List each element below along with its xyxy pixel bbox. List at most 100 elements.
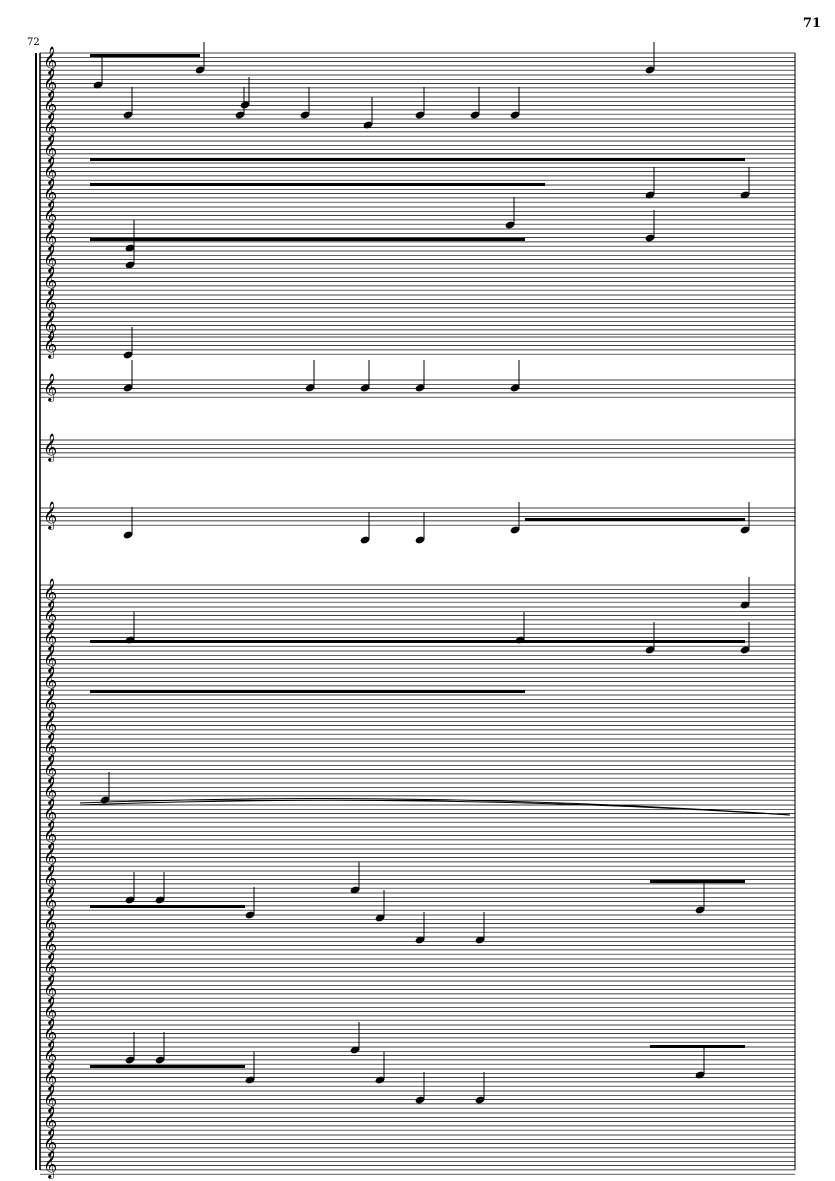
treble-clef-icon: 𝄞 [43, 288, 57, 317]
treble-clef-icon: 𝄞 [43, 666, 57, 695]
notehead [645, 66, 655, 74]
notehead [240, 101, 250, 109]
treble-clef-icon: 𝄞 [43, 688, 57, 717]
notehead [125, 636, 135, 644]
notehead [510, 384, 520, 392]
notehead [245, 911, 255, 919]
treble-clef-icon: 𝄞 [43, 886, 57, 915]
treble-clef-icon: 𝄞 [43, 996, 57, 1025]
notehead [305, 384, 315, 392]
treble-clef-icon: 𝄞 [43, 46, 57, 75]
treble-clef-icon: 𝄞 [43, 1062, 57, 1091]
notehead [740, 526, 750, 534]
treble-clef-icon: 𝄞 [43, 373, 57, 402]
note-beam [90, 1065, 245, 1068]
note-beam [650, 880, 745, 883]
notehead [375, 914, 385, 922]
notehead [300, 111, 310, 119]
treble-clef-icon: 𝄞 [43, 156, 57, 185]
notehead [510, 111, 520, 119]
notehead [360, 536, 370, 544]
notehead [415, 936, 425, 944]
notehead [475, 936, 485, 944]
note-beam [90, 238, 525, 241]
notehead [415, 111, 425, 119]
treble-clef-icon: 𝄞 [43, 68, 57, 97]
measure-number: 72 [27, 37, 40, 48]
notehead [125, 1056, 135, 1064]
treble-clef-icon: 𝄞 [43, 842, 57, 871]
treble-clef-icon: 𝄞 [43, 1128, 57, 1157]
notehead [363, 121, 373, 129]
notehead [155, 1056, 165, 1064]
treble-clef-icon: 𝄞 [43, 578, 57, 607]
treble-clef-icon: 𝄞 [43, 330, 57, 359]
treble-clef-icon: 𝄞 [43, 1150, 57, 1179]
treble-clef-icon: 𝄞 [43, 710, 57, 739]
treble-clef-icon: 𝄞 [43, 200, 57, 229]
note-beam [90, 158, 745, 161]
treble-clef-icon: 𝄞 [43, 798, 57, 827]
notehead [375, 1076, 385, 1084]
notehead [195, 66, 205, 74]
notehead [475, 1096, 485, 1104]
notehead [123, 111, 133, 119]
notehead [645, 191, 655, 199]
notehead [245, 1076, 255, 1084]
treble-clef-icon: 𝄞 [43, 864, 57, 893]
notehead [510, 526, 520, 534]
notehead [695, 1071, 705, 1079]
treble-clef-icon: 𝄞 [43, 776, 57, 805]
notehead [470, 111, 480, 119]
note-beam [90, 640, 745, 643]
treble-clef-icon: 𝄞 [43, 112, 57, 141]
notehead [125, 261, 135, 269]
notehead [123, 531, 133, 539]
treble-clef-icon: 𝄞 [43, 930, 57, 959]
treble-clef-icon: 𝄞 [43, 310, 57, 339]
notehead [155, 896, 165, 904]
treble-clef-icon: 𝄞 [43, 600, 57, 629]
treble-clef-icon: 𝄞 [43, 90, 57, 119]
treble-clef-icon: 𝄞 [43, 134, 57, 163]
notehead [505, 221, 515, 229]
notehead [93, 81, 103, 89]
notehead [645, 646, 655, 654]
treble-clef-icon: 𝄞 [43, 222, 57, 251]
notehead [350, 886, 360, 894]
notehead [235, 111, 245, 119]
note-beam [90, 690, 525, 693]
notehead [415, 536, 425, 544]
tie [79, 798, 791, 816]
notehead [740, 191, 750, 199]
treble-clef-icon: 𝄞 [43, 1084, 57, 1113]
notehead [415, 384, 425, 392]
treble-clef-icon: 𝄞 [43, 433, 57, 462]
treble-clef-icon: 𝄞 [43, 908, 57, 937]
notehead [123, 384, 133, 392]
notehead [515, 636, 525, 644]
notehead [125, 896, 135, 904]
note-beam [90, 905, 245, 908]
notehead [415, 1096, 425, 1104]
note-beam [525, 518, 745, 521]
notehead [360, 384, 370, 392]
notehead [125, 244, 135, 252]
treble-clef-icon: 𝄞 [43, 820, 57, 849]
treble-clef-icon: 𝄞 [43, 754, 57, 783]
page-number: 71 [802, 16, 821, 31]
treble-clef-icon: 𝄞 [43, 501, 57, 530]
notehead [740, 646, 750, 654]
notehead [350, 1046, 360, 1054]
note-beam [90, 183, 545, 186]
notehead [740, 601, 750, 609]
treble-clef-icon: 𝄞 [43, 244, 57, 273]
treble-clef-icon: 𝄞 [43, 1040, 57, 1069]
treble-clef-icon: 𝄞 [43, 1106, 57, 1135]
treble-clef-icon: 𝄞 [43, 732, 57, 761]
note-beam [650, 1045, 745, 1048]
treble-clef-icon: 𝄞 [43, 622, 57, 651]
treble-clef-icon: 𝄞 [43, 178, 57, 207]
notehead [695, 906, 705, 914]
